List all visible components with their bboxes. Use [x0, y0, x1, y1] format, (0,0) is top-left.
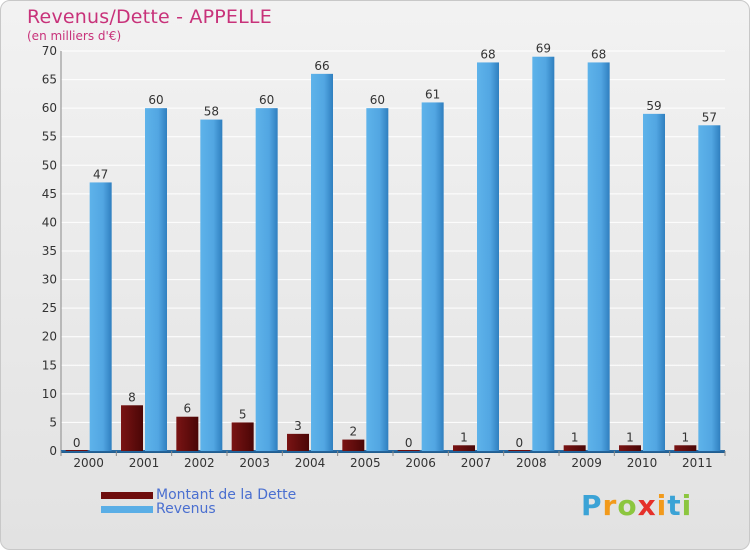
logo-letter: i	[656, 489, 668, 522]
data-label-dette: 1	[571, 430, 579, 444]
bar-dette	[65, 450, 88, 451]
chart-title: Revenus/Dette - APPELLE	[27, 6, 272, 28]
data-label-dette: 0	[516, 436, 524, 450]
bar-revenus	[89, 182, 112, 451]
y-tick-label: 5	[49, 415, 57, 429]
y-tick-label: 40	[42, 215, 57, 229]
bar-revenus	[200, 119, 223, 452]
bar-dette	[508, 450, 531, 451]
x-tick-label: 2004	[295, 456, 326, 470]
x-tick-label: 2000	[73, 456, 104, 470]
x-tick-label: 2008	[516, 456, 547, 470]
y-tick-label: 65	[42, 73, 57, 87]
x-tick-label: 2007	[461, 456, 492, 470]
data-label-dette: 0	[405, 436, 413, 450]
logo-letter: r	[602, 489, 618, 522]
y-tick-label: 60	[42, 101, 57, 115]
x-tick-label: 2006	[405, 456, 436, 470]
data-label-revenus: 68	[480, 47, 495, 61]
data-label-dette: 1	[626, 430, 634, 444]
y-tick-label: 25	[42, 301, 57, 315]
y-tick-label: 10	[42, 387, 57, 401]
y-tick-label: 55	[42, 130, 57, 144]
data-label-dette: 1	[682, 430, 690, 444]
logo-letter: o	[617, 489, 638, 522]
x-tick-label: 2003	[239, 456, 270, 470]
bar-revenus	[311, 73, 333, 451]
data-label-revenus: 66	[314, 59, 329, 73]
x-tick-label: 2011	[682, 456, 713, 470]
bar-dette	[342, 439, 365, 451]
logo-letter: x	[637, 489, 657, 522]
data-label-revenus: 58	[204, 105, 219, 119]
y-tick-label: 15	[42, 358, 57, 372]
x-tick-label: 2010	[627, 456, 658, 470]
data-label-dette: 0	[73, 436, 81, 450]
x-tick-label: 2005	[350, 456, 381, 470]
y-tick-label: 30	[42, 273, 57, 287]
data-label-dette: 3	[294, 419, 302, 433]
y-tick-label: 70	[42, 44, 57, 58]
bar-dette	[176, 416, 199, 451]
bar-dette	[287, 433, 309, 451]
logo-letter: t	[667, 489, 682, 522]
bar-revenus	[698, 125, 721, 452]
x-tick-label: 2002	[184, 456, 215, 470]
bar-revenus	[477, 62, 499, 452]
data-label-revenus: 47	[93, 167, 108, 181]
y-tick-label: 35	[42, 244, 57, 258]
data-label-revenus: 59	[646, 99, 661, 113]
bar-dette	[231, 422, 254, 451]
data-label-revenus: 60	[259, 93, 274, 107]
x-tick-label: 2009	[571, 456, 602, 470]
data-label-dette: 2	[350, 425, 358, 439]
proxiti-logo: Proxiti	[581, 489, 692, 522]
bar-dette	[674, 445, 697, 451]
data-label-revenus: 57	[702, 110, 717, 124]
legend-label-dette: Montant de la Dette	[156, 487, 297, 503]
legend-swatch-dette	[101, 492, 153, 499]
logo-letter: P	[581, 489, 603, 522]
bar-dette	[619, 445, 641, 451]
data-label-dette: 1	[460, 430, 468, 444]
data-label-revenus: 61	[425, 87, 440, 101]
bar-revenus	[366, 108, 389, 452]
bar-revenus	[421, 102, 444, 451]
y-tick-label: 20	[42, 330, 57, 344]
bar-dette	[121, 405, 143, 451]
data-label-dette: 5	[239, 407, 247, 421]
bar-revenus	[145, 108, 167, 452]
y-tick-label: 0	[49, 444, 57, 458]
chart-subtitle: (en milliers d'€)	[27, 29, 122, 43]
legend-swatch-revenus	[101, 506, 153, 513]
y-tick-label: 50	[42, 158, 57, 172]
data-label-revenus: 60	[370, 93, 385, 107]
logo-letter: i	[681, 489, 693, 522]
bar-dette	[563, 445, 586, 451]
data-label-revenus: 69	[536, 42, 551, 56]
legend-label-revenus: Revenus	[156, 501, 216, 517]
bar-revenus	[587, 62, 610, 452]
bar-dette	[397, 450, 420, 451]
data-label-revenus: 60	[148, 93, 163, 107]
data-label-dette: 8	[128, 390, 136, 404]
y-tick-label: 45	[42, 187, 57, 201]
bar-dette	[453, 445, 475, 451]
data-label-dette: 6	[184, 402, 192, 416]
data-label-revenus: 68	[591, 47, 606, 61]
bar-revenus	[255, 108, 278, 452]
bar-revenus	[532, 56, 555, 451]
bar-revenus	[643, 113, 665, 451]
x-tick-label: 2001	[129, 456, 160, 470]
